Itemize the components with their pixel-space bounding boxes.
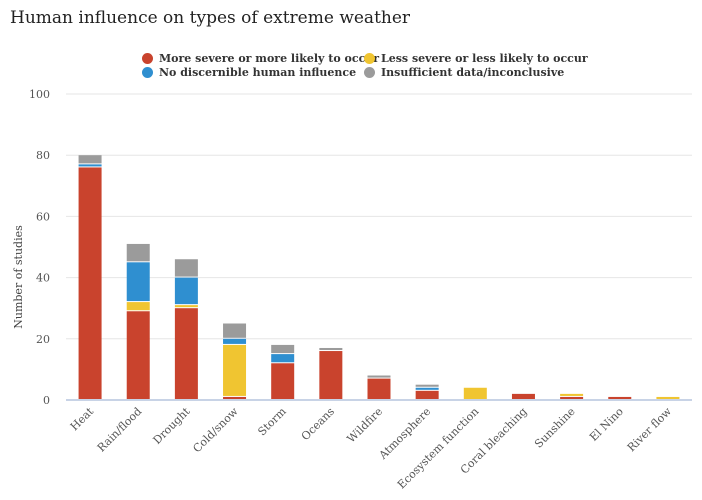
bar-segment: [174, 305, 198, 308]
bar-segment: [560, 393, 584, 396]
bar-segment: [78, 155, 102, 164]
x-tick-label: Wildfire: [345, 405, 386, 446]
y-tick-label: 60: [36, 210, 50, 223]
legend-label: Insufficient data/inconclusive: [381, 66, 565, 79]
legend-item-more-severe[interactable]: More severe or more likely to occur: [142, 52, 379, 65]
x-tick-label: Storm: [255, 405, 289, 439]
bar-segment: [415, 390, 439, 399]
bar-segment: [223, 323, 247, 338]
bar-segment: [367, 375, 391, 378]
legend-swatch: [364, 53, 375, 64]
bar-segment: [223, 396, 247, 399]
bar-segment: [126, 311, 150, 399]
bar-segment: [608, 396, 632, 399]
bar-segment: [78, 167, 102, 399]
legend-label: No discernible human influence: [159, 66, 357, 79]
bar-segment: [223, 338, 247, 344]
x-tick-label: Rain/flood: [95, 405, 145, 455]
x-tick-label: Ecosystem function: [395, 405, 481, 491]
bar-segment: [319, 351, 343, 399]
bar-segment: [319, 347, 343, 351]
bar-segment: [78, 164, 102, 167]
bar-segment: [174, 259, 198, 277]
legend-item-less-severe[interactable]: Less severe or less likely to occur: [364, 52, 588, 65]
legend-swatch: [142, 53, 153, 64]
y-tick-label: 100: [29, 88, 50, 101]
legend-swatch: [364, 67, 375, 78]
bar-segment: [271, 363, 295, 399]
x-tick-label: Cold/snow: [190, 405, 241, 456]
x-tick-label: River flow: [625, 405, 675, 455]
legend-label: Less severe or less likely to occur: [381, 52, 588, 65]
legend-item-no-influence[interactable]: No discernible human influence: [142, 66, 356, 79]
y-tick-label: 20: [36, 333, 50, 346]
x-tick-label: Sunshine: [532, 405, 578, 451]
x-tick-label: El Nino: [587, 405, 626, 444]
chart-title: Human influence on types of extreme weat…: [10, 8, 411, 28]
bar-segment: [174, 308, 198, 399]
bar-segment: [271, 344, 295, 354]
bar-segment: [463, 387, 487, 399]
y-axis-label: Number of studies: [12, 225, 25, 329]
legend-swatch: [142, 67, 153, 78]
bar-segment: [126, 243, 150, 262]
bar-segment: [415, 387, 439, 390]
y-tick-label: 80: [36, 149, 50, 162]
bar-segment: [174, 277, 198, 305]
legend-label: More severe or more likely to occur: [159, 52, 380, 65]
y-tick-label: 40: [36, 272, 50, 285]
bar-segment: [367, 378, 391, 399]
x-tick-label: Drought: [151, 405, 193, 447]
bar-segment: [415, 384, 439, 387]
bar-segment: [126, 302, 150, 311]
bar-segment: [223, 344, 247, 396]
bar-segment: [126, 262, 150, 302]
bar-segment: [560, 396, 584, 399]
x-tick-label: Heat: [68, 405, 97, 434]
bar-segment: [656, 396, 680, 399]
x-tick-label: Oceans: [299, 405, 337, 443]
y-tick-label: 0: [43, 394, 50, 407]
bar-segment: [271, 354, 295, 363]
legend-item-insufficient[interactable]: Insufficient data/inconclusive: [364, 66, 564, 79]
bar-segment: [511, 393, 535, 399]
